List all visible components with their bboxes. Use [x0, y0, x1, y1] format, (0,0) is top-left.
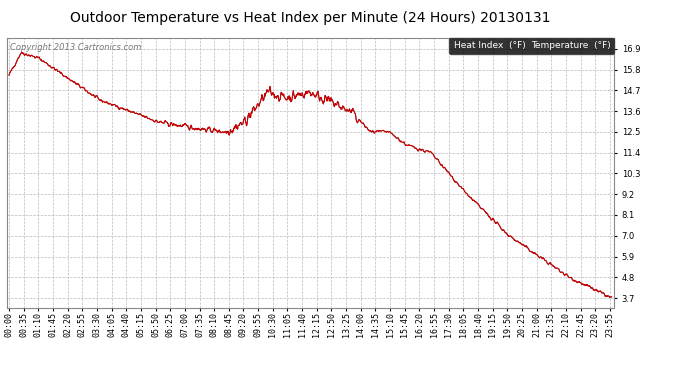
Legend: Heat Index  (°F), Temperature  (°F): Heat Index (°F), Temperature (°F) [449, 38, 614, 54]
Text: Copyright 2013 Cartronics.com: Copyright 2013 Cartronics.com [10, 43, 141, 52]
Text: Outdoor Temperature vs Heat Index per Minute (24 Hours) 20130131: Outdoor Temperature vs Heat Index per Mi… [70, 11, 551, 25]
